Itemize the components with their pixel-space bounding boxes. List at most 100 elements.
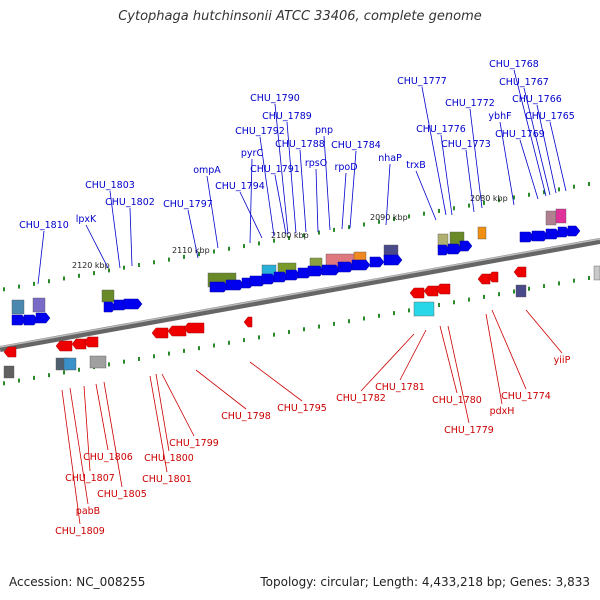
forward-gene-arrow: [531, 230, 549, 242]
forward-label-leader: [129, 207, 133, 267]
reverse-gene-arrow: [423, 285, 439, 297]
forward-gene-label: CHU_1766: [512, 94, 562, 105]
reverse-gene-arrow: [477, 273, 491, 285]
forward-gene-arrow: [123, 298, 143, 310]
forward-label-leader: [323, 135, 331, 231]
forward-gene-label: CHU_1784: [331, 140, 381, 151]
reverse-label-leader: [149, 375, 168, 473]
feature-box: [593, 265, 600, 281]
forward-gene-arrow: [351, 259, 371, 271]
feature-boxes: [3, 208, 600, 379]
forward-gene-label: CHU_1810: [19, 220, 69, 231]
forward-label-leader: [549, 121, 567, 192]
forward-gene-label: CHU_1776: [416, 124, 466, 135]
reverse-gene-label: CHU_1779: [444, 425, 494, 436]
feature-box: [101, 289, 115, 303]
reverse-label-leader: [447, 325, 470, 424]
forward-gene-label: pnp: [315, 125, 333, 136]
feature-box: [11, 299, 25, 315]
reverse-label-leader: [525, 309, 563, 354]
forward-gene-label: ybhF: [488, 111, 511, 122]
reverse-gene-arrow: [409, 287, 425, 299]
forward-gene-arrow: [447, 243, 463, 255]
forward-gene-arrow: [459, 240, 473, 252]
forward-gene-arrow: [209, 281, 229, 293]
reverse-gene-arrow: [167, 325, 187, 337]
scale-label: 2090 kbp: [370, 213, 408, 222]
forward-gene-label: CHU_1797: [163, 199, 213, 210]
scale-tick-labels: 2120 kbp 2110 kbp 2100 kbp 2090 kbp 2080 kbp: [72, 194, 508, 270]
reverse-gene-arrow: [55, 340, 73, 352]
forward-gene-label: pyrC: [241, 148, 264, 159]
scale-label: 2100 kbp: [271, 231, 309, 240]
feature-box: [555, 208, 567, 224]
forward-label-leader: [469, 108, 483, 209]
forward-gene-arrow: [321, 264, 341, 276]
reverse-gene-label: CHU_1809: [55, 526, 105, 537]
reverse-label-leader: [61, 389, 81, 525]
forward-label-leaders: [37, 69, 567, 285]
forward-label-leader: [187, 209, 199, 259]
forward-gene-arrow: [225, 279, 245, 291]
forward-gene-label: CHU_1803: [85, 180, 135, 191]
genome-title: Cytophaga hutchinsonii ATCC 33406, compl…: [118, 9, 482, 24]
forward-gene-label: CHU_1794: [215, 181, 265, 192]
forward-label-leader: [385, 163, 391, 226]
forward-gene-label: ompA: [193, 165, 221, 176]
reverse-gene-label: pdxH: [490, 406, 515, 417]
reverse-label-leader: [439, 325, 458, 394]
forward-label-leader: [206, 175, 219, 249]
forward-label-leader: [513, 69, 547, 197]
scale-label: 2120 kbp: [72, 261, 110, 270]
forward-gene-label: CHU_1802: [105, 197, 155, 208]
reverse-label-leader: [399, 329, 427, 381]
forward-label-leader: [536, 104, 557, 194]
forward-gene-arrow: [567, 225, 581, 237]
forward-gene-label: CHU_1789: [262, 111, 312, 122]
forward-gene-label: CHU_1788: [275, 139, 325, 150]
forward-label-leader: [249, 158, 253, 244]
genome-stats-text: Topology: circular; Length: 4,433,218 bp…: [260, 575, 590, 589]
forward-label-leader: [341, 172, 347, 230]
tick-row-upper: [3, 181, 590, 292]
forward-gene-label: CHU_1767: [499, 77, 549, 88]
feature-box: [545, 210, 557, 226]
forward-label-leader: [315, 168, 319, 233]
reverse-gene-arrow: [3, 346, 17, 358]
forward-gene-label: rpoD: [334, 162, 357, 173]
forward-gene-labels: CHU_1810 lpxK CHU_1803 CHU_1802 CHU_1797 ompA…: [19, 59, 575, 231]
forward-label-leader: [274, 174, 287, 235]
forward-label-leader: [465, 149, 475, 213]
reverse-label-leader: [83, 385, 91, 472]
genome-backbone: [0, 238, 600, 352]
reverse-gene-label: CHU_1798: [221, 411, 271, 422]
forward-gene-label: CHU_1769: [495, 129, 545, 140]
reverse-gene-label: CHU_1774: [501, 391, 551, 402]
reverse-gene-arrow: [183, 322, 205, 334]
reverse-label-leader: [360, 333, 415, 392]
forward-gene-label: CHU_1792: [235, 126, 285, 137]
feature-box: [3, 365, 15, 379]
forward-gene-label: lpxK: [76, 214, 97, 225]
forward-label-leader: [499, 121, 515, 206]
forward-gene-label: CHU_1768: [489, 59, 539, 70]
reverse-gene-label: CHU_1781: [375, 382, 425, 393]
forward-label-leader: [259, 136, 275, 237]
reverse-label-leader: [95, 383, 109, 451]
forward-gene-arrow: [383, 254, 403, 266]
forward-label-leader: [440, 134, 453, 216]
reverse-gene-label: CHU_1805: [97, 489, 147, 500]
reverse-gene-label: CHU_1799: [169, 438, 219, 449]
reverse-gene-arrow: [487, 271, 499, 283]
forward-label-leader: [274, 103, 289, 235]
reverse-gene-arrow: [243, 316, 253, 328]
reverse-label-leader: [161, 373, 195, 437]
forward-gene-label: rpsO: [305, 158, 327, 169]
reverse-gene-arrow: [151, 327, 169, 339]
reverse-gene-label: pabB: [76, 506, 100, 517]
forward-label-leader: [239, 191, 263, 239]
feature-box: [32, 297, 46, 313]
reverse-label-leader: [155, 373, 170, 452]
forward-gene-label: trxB: [406, 160, 426, 171]
